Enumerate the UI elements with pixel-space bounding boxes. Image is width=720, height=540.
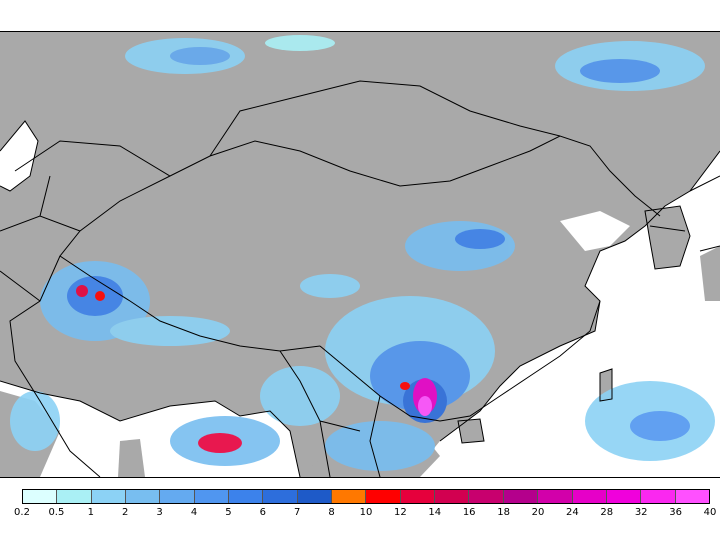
rain-west-pacific-core [630, 411, 690, 441]
legend-swatch [538, 490, 573, 503]
legend-swatch [229, 490, 264, 503]
legend-tick-label: 16 [462, 507, 476, 518]
legend-tick-label: 4 [190, 507, 198, 518]
legend-tick-label: 20 [531, 507, 545, 518]
korea-coast [644, 205, 691, 270]
precipitation-map [0, 31, 720, 478]
legend-tick-label: 40 [703, 507, 717, 518]
legend-swatch [469, 490, 504, 503]
hainan [458, 419, 484, 443]
legend-swatch [91, 490, 127, 503]
rain-nepal-band [110, 316, 230, 346]
caspian-sea [0, 121, 38, 191]
rain-bengal-core [198, 433, 242, 453]
legend-tick-label: 32 [634, 507, 648, 518]
yellow-sea [560, 211, 630, 251]
legend-tick-label: 14 [428, 507, 442, 518]
legend-swatch [263, 490, 298, 503]
rain-south-china-peak [418, 396, 432, 416]
mongolia-border [209, 80, 561, 157]
rain-far-east-core [580, 59, 660, 83]
rain-tibet-east [300, 274, 360, 298]
central-asia-borders [0, 175, 81, 302]
legend-swatch [503, 490, 539, 503]
legend-swatch [297, 490, 333, 503]
legend-tick-label: 12 [394, 507, 407, 518]
legend-tick-label: 18 [497, 507, 510, 518]
legend-swatch [194, 490, 230, 503]
rain-india-west [10, 391, 60, 451]
coastlines [0, 120, 720, 477]
legend-tick-label: 36 [669, 507, 682, 518]
korea-border [649, 225, 686, 232]
rain-north-china [405, 221, 515, 271]
legend-tick-label: 0.2 [14, 507, 30, 518]
legend-tick-label: 5 [225, 507, 232, 518]
legend-swatch [57, 490, 92, 503]
legend-tick-label: 8 [328, 507, 335, 518]
sea-of-japan [690, 176, 720, 261]
legend-tick-label: 10 [359, 507, 373, 518]
legend-swatch [641, 490, 676, 503]
legend-tick-label: 24 [566, 507, 579, 518]
sea-of-japan-coast [689, 175, 720, 252]
rain-guangxi-cell [400, 382, 410, 390]
precipitation-fields [10, 35, 715, 471]
legend-tick-label: 3 [156, 507, 163, 518]
rain-myanmar [260, 366, 340, 426]
legend-swatch [400, 490, 436, 503]
bengal-coast [0, 380, 301, 477]
legend-swatch [675, 490, 709, 503]
rain-north-china-core [455, 229, 505, 249]
map-canvas [0, 35, 720, 477]
hainan-coast [457, 418, 485, 444]
legend-tick-label: 6 [259, 507, 266, 518]
china-west-border [59, 175, 321, 352]
korea-peninsula [645, 206, 690, 269]
legend-tick-label: 2 [122, 507, 129, 518]
precipitation-legend [22, 489, 710, 504]
legend-swatch [160, 490, 195, 503]
rain-himalaya-cell-1 [76, 285, 88, 297]
rain-himalaya-cell-2 [95, 291, 105, 301]
legend-swatch [606, 490, 642, 503]
russia-china-border [14, 135, 661, 217]
china-south-border [319, 300, 601, 422]
legend-swatch [126, 490, 161, 503]
legend-swatch [23, 490, 58, 503]
legend-swatch [435, 490, 470, 503]
southeast-asia-borders [279, 350, 381, 477]
legend-swatch [366, 490, 401, 503]
taiwan-coast [599, 368, 613, 402]
sri-lanka-coast [118, 439, 145, 477]
legend-tick-label: 1 [87, 507, 94, 518]
legend-swatch [332, 490, 367, 503]
legend-swatch [572, 490, 607, 503]
rain-northwest-band [265, 35, 335, 51]
rain-indochina [325, 421, 435, 471]
rain-siberia-north-core [170, 47, 230, 65]
japan-kyushu [700, 246, 720, 301]
country-borders [0, 80, 686, 477]
legend-tick-label: 0.5 [48, 507, 65, 518]
legend-tick-label: 28 [600, 507, 614, 518]
china-coast [439, 150, 720, 442]
caspian-coast [0, 120, 39, 192]
legend-tick-labels: 0.2 0.5 1 2 3 4 5 6 7 8 10 12 14 16 18 20 24 28 32 36 40 [0, 507, 720, 523]
legend-tick-label: 7 [294, 507, 301, 518]
